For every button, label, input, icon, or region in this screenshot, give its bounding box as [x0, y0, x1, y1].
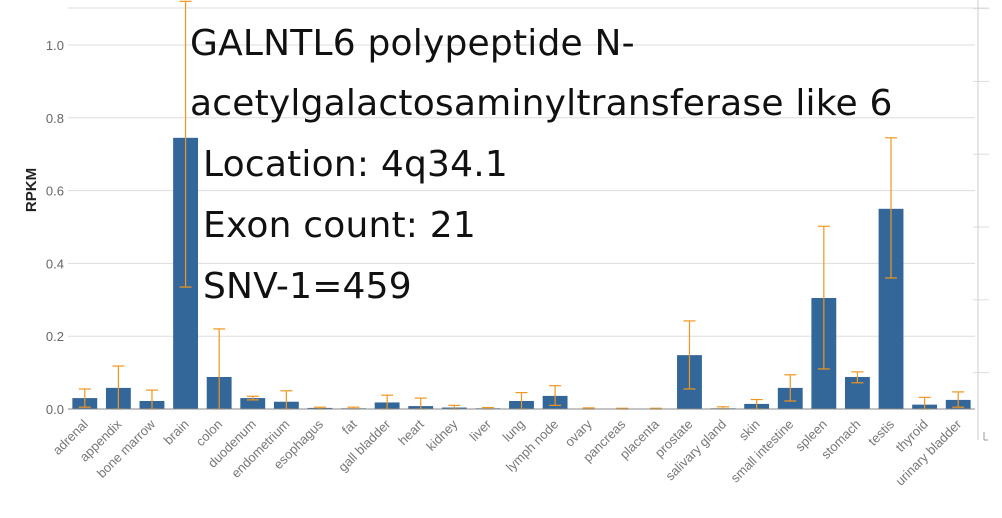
y-tick-label: 0.6 — [46, 184, 64, 199]
x-tick-label: fat — [339, 416, 360, 437]
y-tick-label: 0.0 — [46, 402, 64, 417]
y-axis-label: RPKM — [23, 168, 40, 212]
bar — [240, 398, 266, 409]
y-tick-label: 1.0 — [46, 38, 64, 53]
y-tick-label: 0.4 — [46, 256, 64, 271]
x-tick-label: skin — [736, 417, 763, 444]
x-tick-label: kidney — [423, 416, 461, 454]
x-tick-label: lung — [500, 417, 528, 445]
x-tick-label: brain — [161, 417, 192, 448]
y-tick-label: 0.2 — [46, 329, 64, 344]
y-tick-label: 0.8 — [46, 111, 64, 126]
x-tick-label: liver — [467, 416, 495, 444]
